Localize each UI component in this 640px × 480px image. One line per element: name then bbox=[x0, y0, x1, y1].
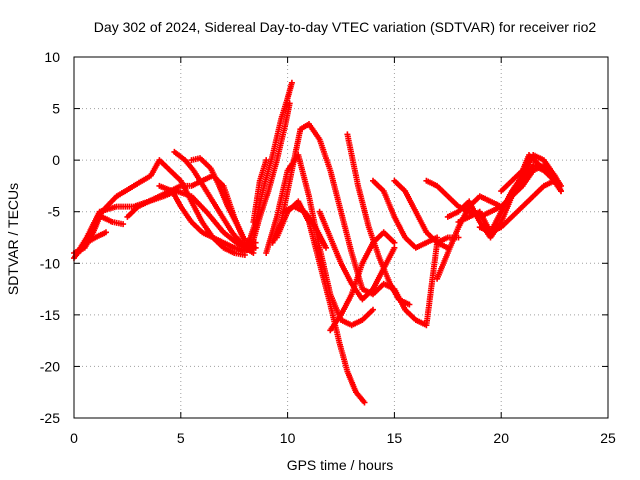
series-track-3 bbox=[75, 229, 109, 256]
x-tick-label: 25 bbox=[600, 430, 616, 446]
y-tick-label: -20 bbox=[40, 358, 60, 374]
data-point-markers bbox=[344, 131, 413, 308]
series-track-16 bbox=[316, 208, 398, 303]
data-point-markers bbox=[370, 177, 441, 251]
data-layer bbox=[71, 79, 564, 406]
series-track-11 bbox=[250, 157, 270, 225]
data-point-markers bbox=[391, 177, 451, 251]
y-axis-label: SDTVAR / TECUs bbox=[5, 183, 21, 295]
series-track-26 bbox=[498, 152, 564, 195]
y-tick-label: -15 bbox=[40, 307, 60, 323]
data-point-markers bbox=[75, 229, 109, 256]
data-point-markers bbox=[188, 155, 259, 246]
data-point-markers bbox=[455, 152, 564, 236]
series-track-6 bbox=[171, 148, 253, 251]
data-point-markers bbox=[248, 100, 293, 251]
data-point-markers bbox=[250, 157, 270, 225]
data-point-markers bbox=[498, 152, 564, 195]
series-track-18 bbox=[344, 131, 413, 308]
series-track-25 bbox=[476, 177, 558, 236]
series-track-24 bbox=[455, 152, 564, 236]
y-tick-label: 10 bbox=[44, 49, 60, 65]
y-tick-label: -5 bbox=[48, 204, 61, 220]
x-tick-label: 20 bbox=[493, 430, 509, 446]
data-point-markers bbox=[171, 148, 253, 251]
x-tick-label: 15 bbox=[387, 430, 403, 446]
x-tick-label: 5 bbox=[177, 430, 185, 446]
data-point-markers bbox=[280, 203, 329, 251]
data-point-markers bbox=[316, 208, 398, 303]
data-point-markers bbox=[156, 182, 259, 254]
series-track-4 bbox=[98, 213, 127, 228]
y-tick-label: -10 bbox=[40, 255, 60, 271]
axes: 0 5 10 15 20 25 -25 -20 -15 -10 -5 0 5 10 bbox=[40, 49, 616, 446]
x-tick-label: 10 bbox=[280, 430, 296, 446]
data-point-markers bbox=[476, 177, 558, 236]
series-track-7 bbox=[188, 155, 259, 246]
y-tick-label: 0 bbox=[52, 152, 60, 168]
x-axis-label: GPS time / hours bbox=[287, 457, 394, 473]
y-tick-label: 5 bbox=[52, 101, 60, 117]
series-track-20 bbox=[391, 177, 451, 251]
series-track-8 bbox=[156, 182, 259, 254]
series-track-12 bbox=[269, 121, 462, 329]
grid bbox=[74, 57, 608, 418]
series-track-19 bbox=[370, 177, 441, 251]
chart-title: Day 302 of 2024, Sidereal Day-to-day VTE… bbox=[94, 19, 597, 35]
data-point-markers bbox=[269, 121, 462, 329]
plot-frame bbox=[73, 56, 609, 419]
series-track-10 bbox=[248, 100, 293, 251]
data-point-markers bbox=[98, 213, 127, 228]
y-tick-label: -25 bbox=[40, 410, 60, 426]
series-track-15 bbox=[280, 203, 329, 251]
x-tick-label: 0 bbox=[70, 430, 78, 446]
